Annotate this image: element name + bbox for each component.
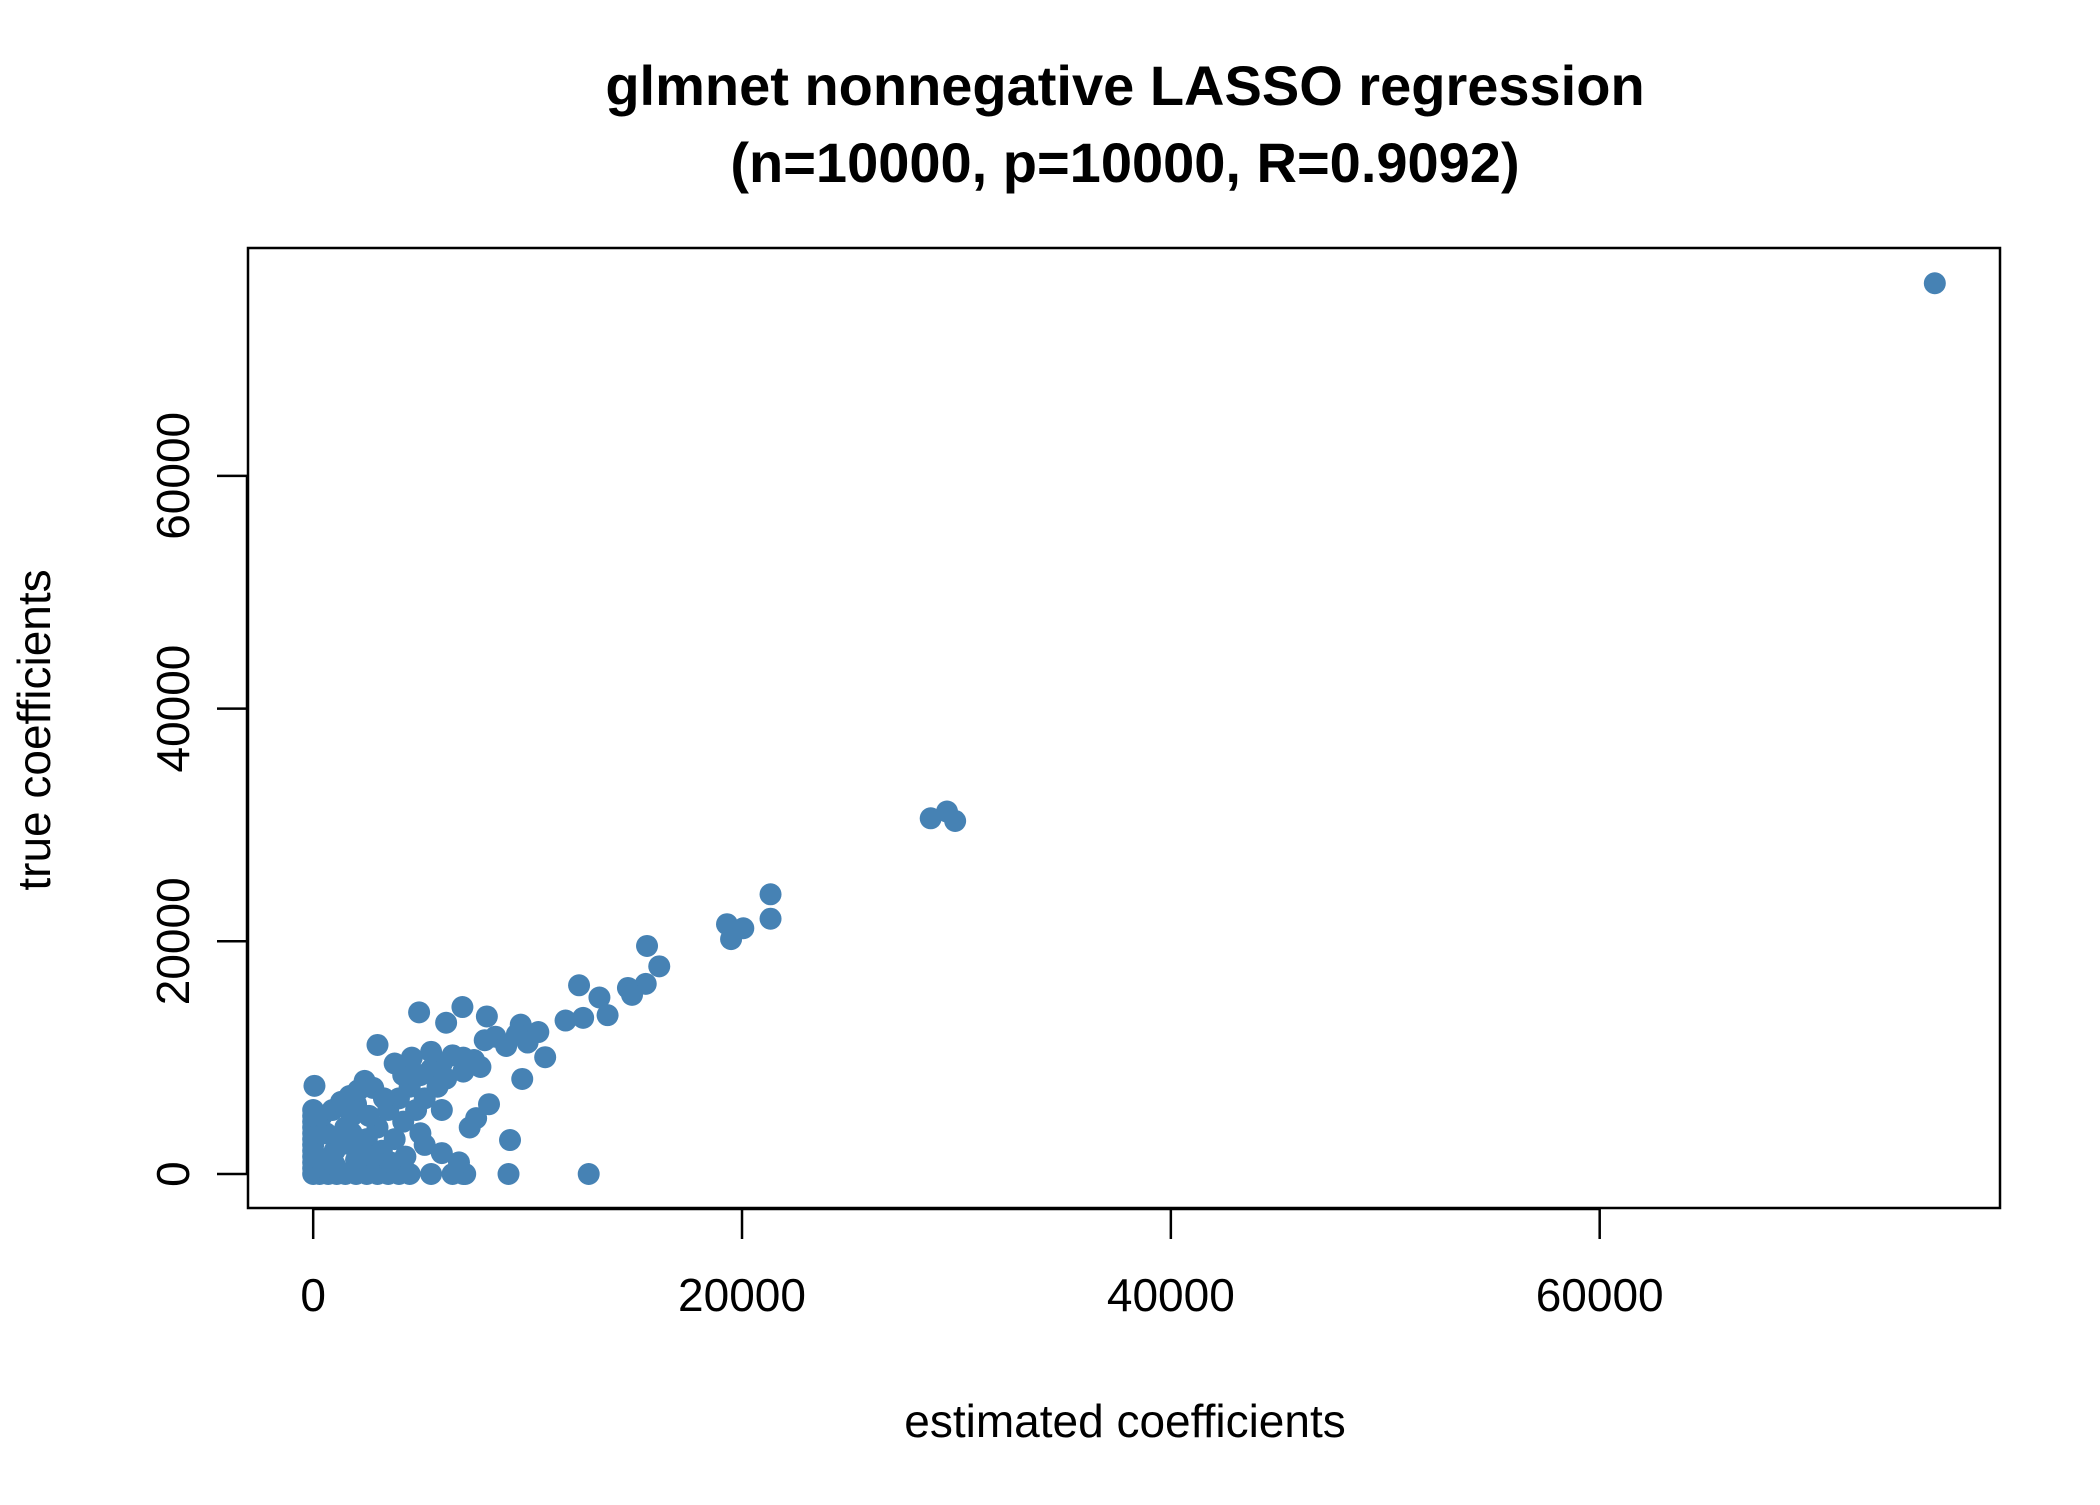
chart-title: glmnet nonnegative LASSO regression [605, 54, 1644, 117]
point [366, 1033, 389, 1056]
point [420, 1040, 443, 1063]
point [435, 1067, 458, 1090]
point [383, 1052, 406, 1075]
y-tick-label: 0 [147, 1161, 199, 1187]
point [379, 1151, 402, 1174]
point [759, 883, 782, 906]
points [302, 272, 1946, 1186]
point [413, 1133, 436, 1156]
point [497, 1163, 520, 1186]
x-tick-label: 40000 [1107, 1269, 1235, 1321]
point [451, 996, 474, 1019]
point [469, 1055, 492, 1078]
point [568, 974, 591, 997]
point [323, 1153, 346, 1176]
point [621, 983, 644, 1006]
point [636, 934, 659, 957]
point [720, 928, 743, 951]
point [315, 1122, 338, 1145]
point [420, 1163, 443, 1186]
point [398, 1163, 421, 1186]
point [534, 1046, 557, 1069]
point [400, 1046, 423, 1069]
point [430, 1142, 453, 1165]
y-tick-label: 60000 [147, 412, 199, 540]
point [478, 1093, 501, 1116]
point [475, 1005, 498, 1028]
point [527, 1021, 550, 1044]
point [511, 1067, 534, 1090]
point [572, 1006, 595, 1029]
point [383, 1128, 406, 1151]
point [944, 809, 967, 832]
x-tick-label: 0 [300, 1269, 326, 1321]
point [1923, 272, 1946, 295]
x-axis-label: estimated coefficients [904, 1395, 1346, 1447]
point [447, 1151, 470, 1174]
point [372, 1087, 395, 1110]
point [596, 1004, 619, 1027]
point [648, 955, 671, 978]
point [577, 1163, 600, 1186]
chart-subtitle: (n=10000, p=10000, R=0.9092) [730, 131, 1519, 194]
point [408, 1001, 431, 1024]
point [452, 1060, 475, 1083]
y-axis-label: true coefficients [8, 569, 60, 890]
point [430, 1099, 453, 1122]
point [357, 1104, 380, 1127]
x-tick-label: 60000 [1536, 1269, 1664, 1321]
point [345, 1149, 368, 1172]
point [435, 1011, 458, 1034]
x-tick-label: 20000 [678, 1269, 806, 1321]
point [336, 1132, 359, 1155]
point [499, 1129, 522, 1152]
point [588, 986, 611, 1009]
point [759, 907, 782, 930]
point [458, 1116, 481, 1139]
point [303, 1074, 326, 1097]
y-tick-label: 20000 [147, 877, 199, 1005]
point [554, 1009, 577, 1032]
y-tick-label: 40000 [147, 645, 199, 773]
